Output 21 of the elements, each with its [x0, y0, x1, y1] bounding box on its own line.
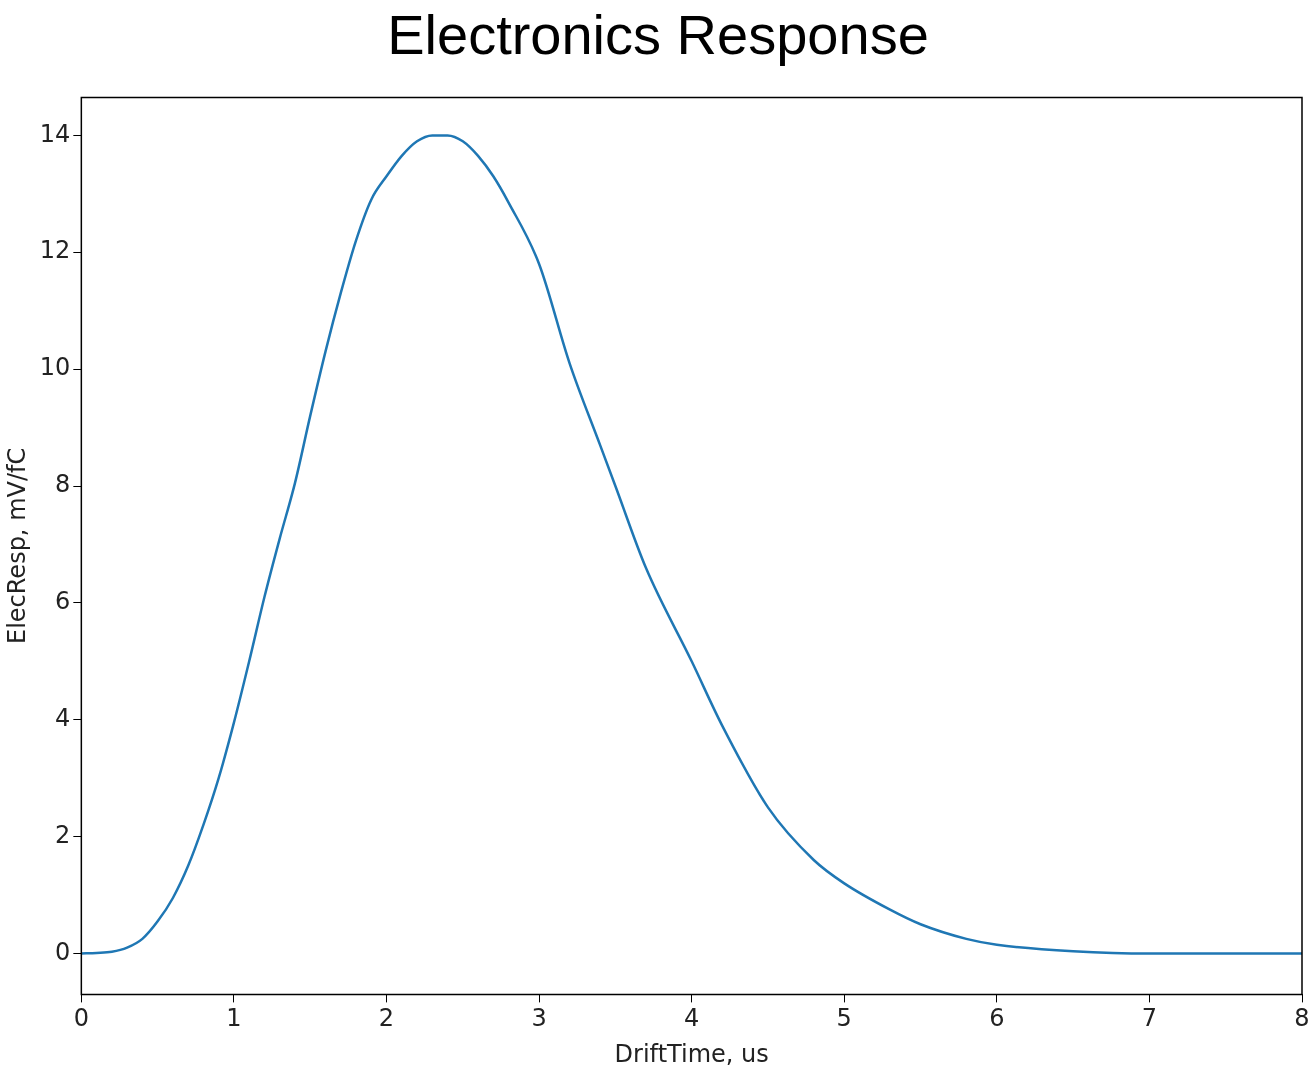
- y-tick-label: 0: [55, 937, 71, 966]
- y-tick-label: 4: [55, 703, 71, 732]
- y-tick-label: 12: [39, 236, 71, 265]
- y-tick-label: 2: [55, 820, 71, 849]
- x-tick-label: 1: [226, 1004, 242, 1033]
- y-axis-title: ElecResp, mV/fC: [2, 447, 31, 645]
- y-tick-label: 14: [39, 119, 71, 148]
- x-tick-label: 3: [531, 1004, 547, 1033]
- x-tick-label: 0: [73, 1004, 89, 1033]
- x-tick-label: 4: [684, 1004, 700, 1033]
- y-tick-label: 6: [55, 587, 71, 616]
- y-tick-label: 10: [39, 353, 71, 382]
- line-series: [81, 134, 1302, 955]
- x-tick-label: 2: [378, 1004, 395, 1033]
- x-tick-label: 7: [1141, 1004, 1158, 1033]
- x-axis-title: DriftTime, us: [614, 1039, 769, 1068]
- chart-title: Electronics Response: [386, 2, 930, 67]
- x-tick-label: 8: [1294, 1004, 1310, 1033]
- x-tick-label: 6: [989, 1004, 1005, 1033]
- x-tick-label: 5: [836, 1004, 852, 1033]
- y-tick-label: 8: [55, 470, 71, 499]
